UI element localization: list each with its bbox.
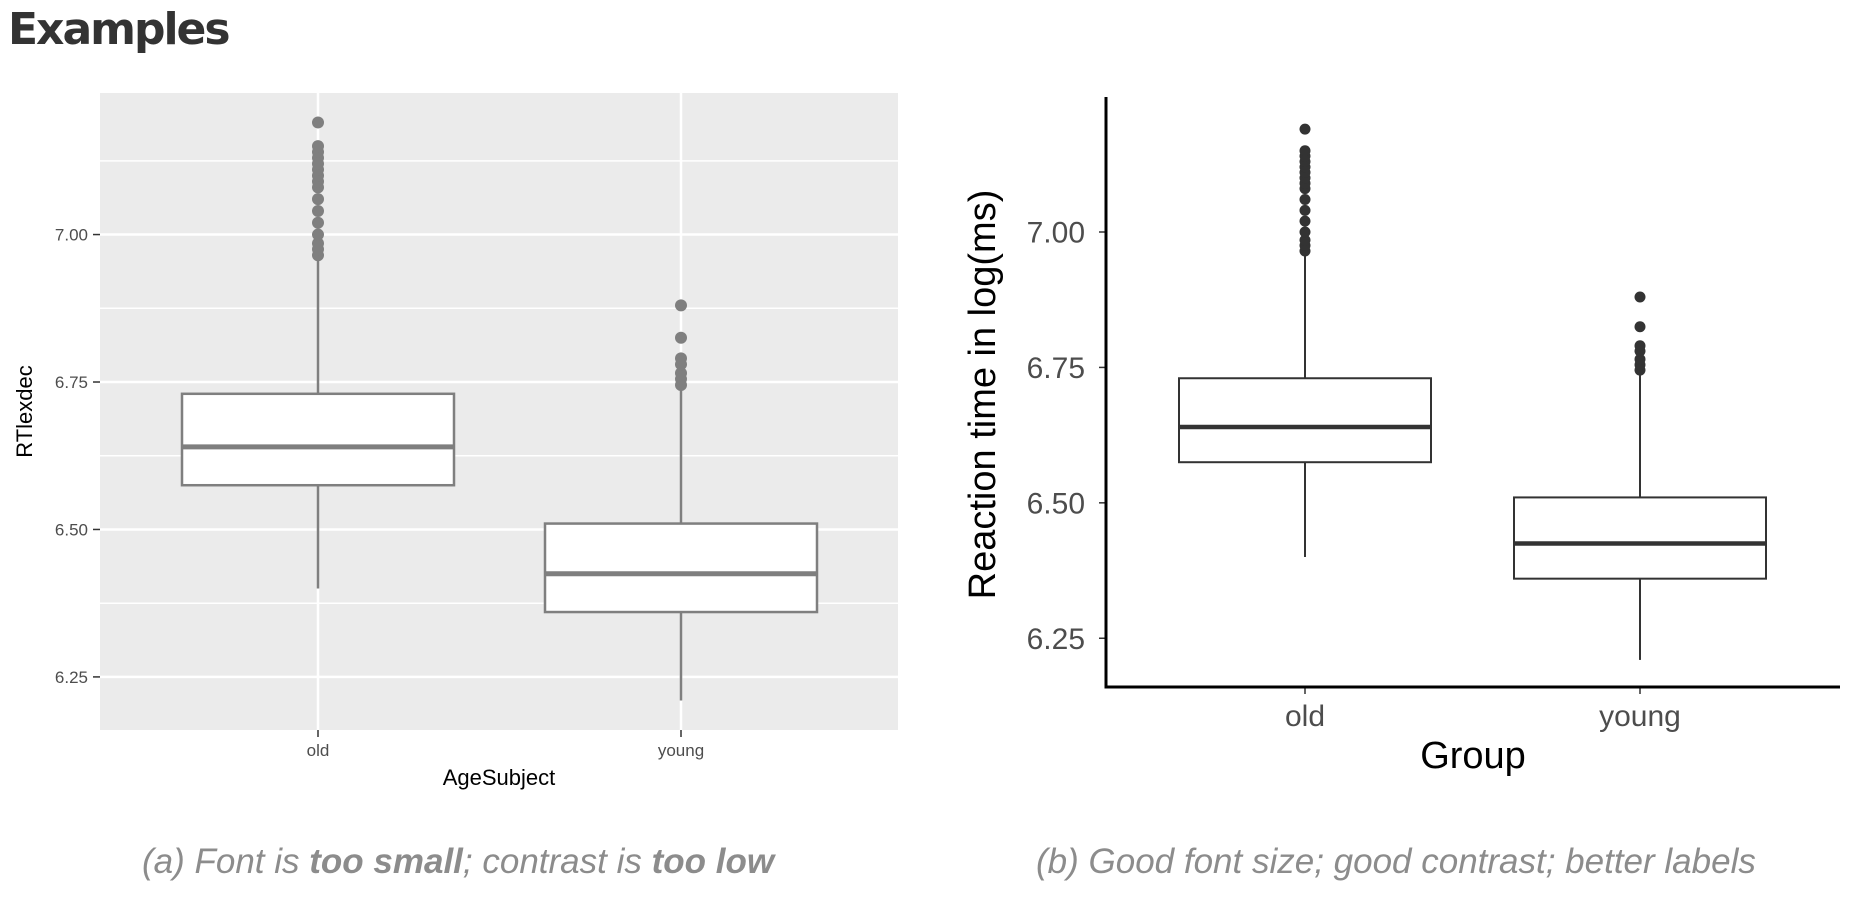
slide-title: Examples bbox=[8, 4, 231, 55]
caption-b: (b) Good font size; good contrast; bette… bbox=[1036, 842, 1756, 881]
chart-b-outlier-point bbox=[1299, 194, 1311, 205]
chart-b-x-axis-title: Group bbox=[1420, 735, 1526, 777]
chart-b-outlier-point bbox=[1299, 226, 1311, 238]
caption-a-prefix: (a) Font is bbox=[142, 842, 310, 881]
caption-a: (a) Font is too small; contrast is too l… bbox=[142, 842, 774, 882]
chart-a-outlier-point bbox=[312, 204, 324, 217]
chart-a-outlier-point bbox=[312, 193, 324, 206]
chart-b-box-old bbox=[1178, 377, 1432, 464]
caption-a-middle: ; contrast is bbox=[462, 842, 652, 881]
chart-b-y-tick-label: 6.50 bbox=[1027, 487, 1085, 520]
chart-a-y-tick-label: 6.50 bbox=[55, 520, 88, 539]
chart-b-y-axis-title: Reaction time in log(ms) bbox=[962, 190, 1004, 600]
chart-a-box-young bbox=[543, 522, 819, 614]
chart-a-outlier-point bbox=[675, 331, 687, 344]
chart-a-outlier-point bbox=[675, 367, 687, 380]
chart-b: 6.25 6.50 6.75 7.00 old young Group Reaction ti… bbox=[962, 97, 1840, 777]
chart-a-outlier-point bbox=[675, 352, 687, 365]
chart-a-box-old bbox=[180, 392, 456, 487]
chart-b-outlier-point bbox=[1634, 291, 1646, 303]
chart-a-outlier-point bbox=[312, 237, 324, 250]
chart-a-outlier-point bbox=[312, 216, 324, 229]
chart-b-outlier-point bbox=[1299, 234, 1311, 246]
chart-a-y-axis-title: RTlexdec bbox=[12, 365, 37, 458]
chart-b-outlier-point bbox=[1634, 321, 1646, 333]
chart-a-outlier-point bbox=[312, 140, 324, 153]
caption-a-bold-2: too low bbox=[651, 842, 775, 881]
chart-a-outlier-point bbox=[675, 299, 687, 312]
chart-a-outlier-point bbox=[312, 116, 324, 129]
chart-b-y-tick-label: 7.00 bbox=[1027, 217, 1085, 250]
chart-b-y-tick-label: 6.25 bbox=[1027, 623, 1085, 656]
caption-a-bold-1: too small bbox=[309, 842, 463, 881]
chart-b-outlier-point bbox=[1299, 215, 1311, 227]
chart-a-x-tick-label: young bbox=[658, 741, 704, 760]
chart-b-outlier-point bbox=[1299, 204, 1311, 216]
chart-b-outlier-point bbox=[1634, 353, 1646, 365]
chart-a-x-axis-title: AgeSubject bbox=[443, 765, 556, 790]
chart-b-x-tick-label: old bbox=[1285, 700, 1325, 733]
chart-b-outlier-point bbox=[1299, 145, 1311, 157]
chart-a-x-tick-label: old bbox=[307, 741, 330, 760]
chart-b-x-tick-label: young bbox=[1599, 700, 1681, 733]
chart-b-outlier-point bbox=[1299, 123, 1311, 135]
chart-b-y-tick-label: 6.75 bbox=[1027, 352, 1085, 385]
chart-a-y-tick-label: 6.75 bbox=[55, 373, 88, 392]
chart-a-y-tick-label: 6.25 bbox=[55, 668, 88, 687]
chart-a-y-tick-label: 7.00 bbox=[55, 226, 88, 245]
chart-b-outlier-point bbox=[1634, 340, 1646, 352]
chart-a-outlier-point bbox=[312, 228, 324, 241]
chart-a: 6.25 6.50 6.75 7.00 old young AgeSubject RTlexd… bbox=[12, 93, 898, 790]
chart-b-box-young bbox=[1513, 496, 1767, 580]
